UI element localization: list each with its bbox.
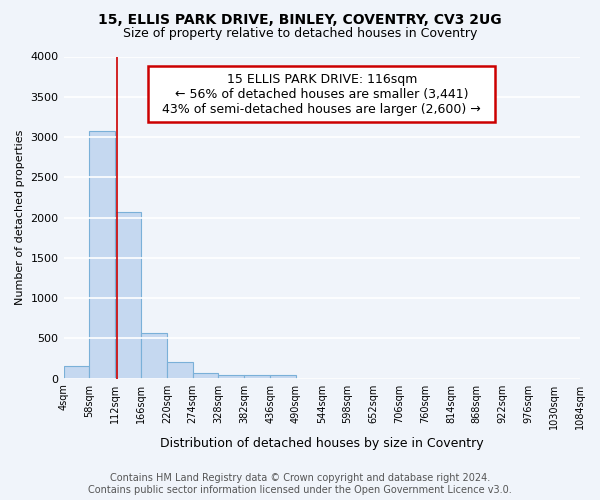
Text: 15 ELLIS PARK DRIVE: 116sqm  
  ← 56% of detached houses are smaller (3,441)  
 : 15 ELLIS PARK DRIVE: 116sqm ← 56% of det… [154,72,489,116]
Bar [244,375,270,378]
Y-axis label: Number of detached properties: Number of detached properties [15,130,25,305]
Bar [270,375,296,378]
Bar [141,332,167,378]
X-axis label: Distribution of detached houses by size in Coventry: Distribution of detached houses by size … [160,437,484,450]
Text: Size of property relative to detached houses in Coventry: Size of property relative to detached ho… [123,28,477,40]
Bar [193,372,218,378]
Text: Contains HM Land Registry data © Crown copyright and database right 2024.
Contai: Contains HM Land Registry data © Crown c… [88,474,512,495]
Text: 15, ELLIS PARK DRIVE, BINLEY, COVENTRY, CV3 2UG: 15, ELLIS PARK DRIVE, BINLEY, COVENTRY, … [98,12,502,26]
Bar [115,212,141,378]
Bar [89,132,115,378]
Bar [64,366,89,378]
Bar [167,362,193,378]
Bar [218,374,244,378]
